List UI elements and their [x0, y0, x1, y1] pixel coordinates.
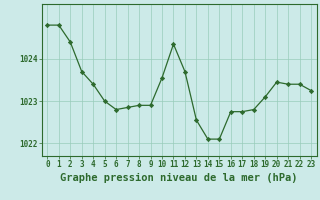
X-axis label: Graphe pression niveau de la mer (hPa): Graphe pression niveau de la mer (hPa)	[60, 173, 298, 183]
